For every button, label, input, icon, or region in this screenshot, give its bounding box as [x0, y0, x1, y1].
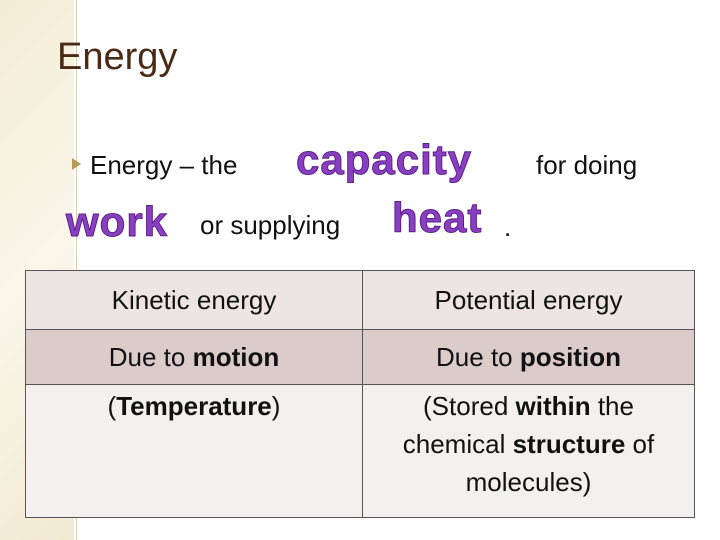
table-cell: Potential energy [362, 270, 695, 330]
bold-text: position [519, 342, 621, 372]
word-art: heat [391, 194, 483, 242]
bold-text: within [515, 391, 591, 421]
text: for doing [536, 150, 638, 180]
bold-text: structure [512, 429, 626, 459]
text: (Stored [423, 391, 516, 421]
table-row: (Temperature) (Stored within the chemical… [25, 384, 695, 518]
energy-table: Kinetic energy Potential energy Due to mot… [25, 270, 695, 518]
text: Potential energy [434, 285, 623, 315]
text: ( [107, 391, 117, 421]
text: or supplying [200, 210, 341, 240]
text: Due to [108, 342, 193, 372]
table-row: Due to motion Due to position [25, 329, 695, 385]
bold-text: Temperature [116, 391, 272, 421]
word-art: work [65, 198, 169, 246]
table-cell: (Temperature) [25, 384, 363, 518]
text: Due to [436, 342, 520, 372]
word-art: capacity [295, 136, 473, 184]
text: ) [271, 391, 281, 421]
table-row: Kinetic energy Potential energy [25, 270, 695, 330]
table-cell: (Stored within the chemical structure of… [362, 384, 695, 518]
bullet [72, 158, 81, 170]
text: the chemical [402, 391, 634, 459]
text: of molecules) [465, 429, 655, 497]
bold-text: motion [192, 342, 280, 372]
table-cell: Due to position [362, 329, 695, 385]
text: Energy – the [90, 150, 238, 180]
text: . [504, 212, 512, 242]
table-cell: Due to motion [25, 329, 363, 385]
text: Kinetic energy [111, 285, 277, 315]
slide-title: Energy [57, 36, 178, 78]
table-cell: Kinetic energy [25, 270, 363, 330]
